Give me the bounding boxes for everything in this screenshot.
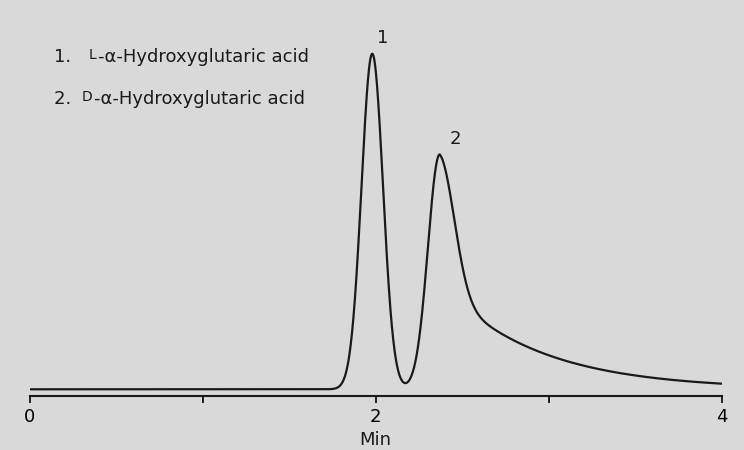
Text: 2: 2: [450, 130, 461, 148]
Text: -α-Hydroxyglutaric acid: -α-Hydroxyglutaric acid: [94, 90, 306, 108]
Text: D: D: [82, 90, 92, 104]
Text: 1.: 1.: [54, 48, 83, 66]
Text: 1: 1: [377, 29, 389, 47]
Text: -α-Hydroxyglutaric acid: -α-Hydroxyglutaric acid: [97, 48, 309, 66]
Text: 2.: 2.: [54, 90, 77, 108]
X-axis label: Min: Min: [359, 432, 392, 450]
Text: L: L: [89, 48, 96, 62]
